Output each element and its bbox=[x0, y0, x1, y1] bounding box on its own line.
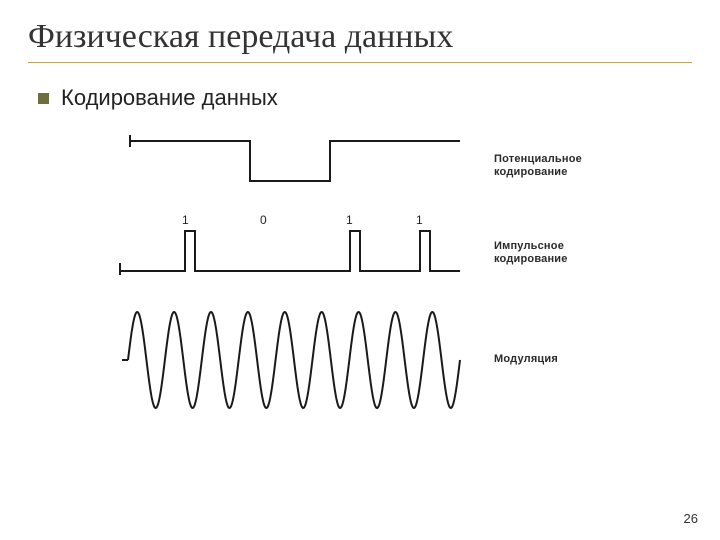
bit-label: 1 bbox=[182, 213, 189, 227]
label-potential: Потенциальноекодирование bbox=[494, 153, 582, 179]
bit-label: 0 bbox=[260, 213, 267, 227]
modulation-signal bbox=[100, 305, 480, 415]
title-rule bbox=[28, 62, 692, 63]
row-pulse: 1 0 1 1 Импульсноекодирование bbox=[100, 213, 620, 293]
bullet-row: Кодирование данных bbox=[38, 85, 692, 111]
bit-label: 1 bbox=[416, 213, 423, 227]
page-number: 26 bbox=[684, 511, 698, 526]
potential-signal bbox=[100, 131, 480, 201]
pulse-signal: 1 0 1 1 bbox=[100, 213, 480, 293]
label-pulse: Импульсноекодирование bbox=[494, 240, 568, 266]
slide: Физическая передача данных Кодирование д… bbox=[0, 0, 720, 540]
bit-label: 1 bbox=[346, 213, 353, 227]
page-title: Физическая передача данных bbox=[28, 18, 692, 56]
label-modulation: Модуляция bbox=[494, 353, 558, 366]
row-modulation: Модуляция bbox=[100, 305, 620, 415]
bullet-text: Кодирование данных bbox=[61, 85, 278, 111]
encoding-diagram: Потенциальноекодирование 1 0 1 1 Импульсное… bbox=[100, 131, 620, 415]
row-potential: Потенциальноекодирование bbox=[100, 131, 620, 201]
bullet-square-icon bbox=[38, 93, 49, 104]
